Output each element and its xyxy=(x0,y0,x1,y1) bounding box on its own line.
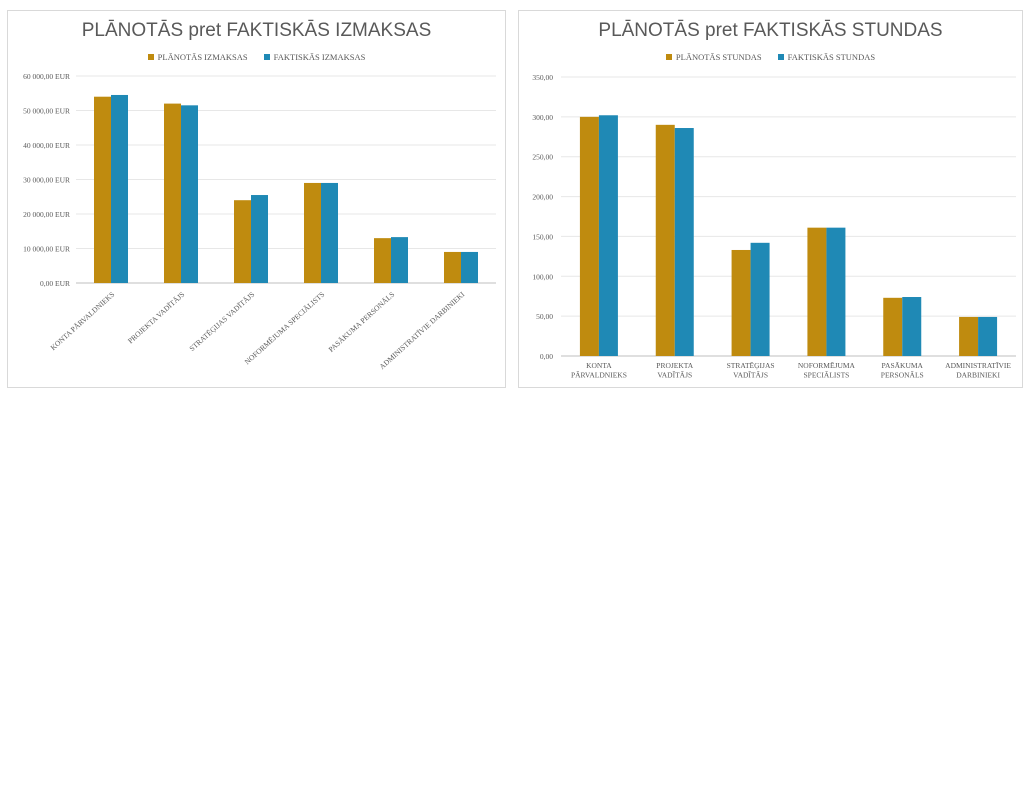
chart-panel-planned-vs-actual-hours: PLĀNOTĀS pret FAKTISKĀS STUNDAS PLĀNOTĀS… xyxy=(518,10,1023,388)
bar-planned xyxy=(807,227,827,356)
legend-item-planned: PLĀNOTĀS IZMAKSAS xyxy=(147,52,248,62)
x-category-label: STRATĒĢIJAS VADĪTĀJS xyxy=(727,361,775,380)
bar-planned xyxy=(374,238,391,283)
legend-label-planned: PLĀNOTĀS IZMAKSAS xyxy=(157,52,248,62)
bar-actual xyxy=(674,128,694,356)
x-category-label: PASĀKUMA PERSONĀLS xyxy=(327,290,397,354)
y-tick-label: 150,00 xyxy=(532,232,553,241)
legend-label-planned: PLĀNOTĀS STUNDAS xyxy=(675,52,762,62)
x-category-label: ADMINISTRATĪVIE DARBINIEKI xyxy=(945,361,1011,380)
y-tick-label: 200,00 xyxy=(532,193,553,202)
bar-planned xyxy=(579,116,599,356)
bar-planned xyxy=(731,249,751,356)
y-tick-label: 10 000,00 EUR xyxy=(23,245,70,254)
legend-swatch-planned xyxy=(665,54,672,60)
y-tick-label: 40 000,00 EUR xyxy=(23,141,70,150)
bar-planned xyxy=(304,182,321,283)
chart-legend: PLĀNOTĀS IZMAKSAS FAKTISKĀS IZMAKSAS xyxy=(8,52,505,62)
chart-title: PLĀNOTĀS pret FAKTISKĀS IZMAKSAS xyxy=(81,20,432,41)
y-tick-label: 100,00 xyxy=(532,272,553,281)
y-tick-label: 250,00 xyxy=(532,153,553,162)
bar-planned xyxy=(94,96,111,283)
legend-label-actual: FAKTISKĀS STUNDAS xyxy=(787,52,876,62)
y-tick-label: 350,00 xyxy=(532,73,553,82)
x-category-label: KONTA PĀRVALDNIEKS xyxy=(49,290,117,352)
bar-planned xyxy=(655,124,675,356)
bar-actual xyxy=(978,316,998,356)
y-tick-label: 50 000,00 EUR xyxy=(23,107,70,116)
y-tick-label: 30 000,00 EUR xyxy=(23,176,70,185)
legend-item-actual: FAKTISKĀS IZMAKSAS xyxy=(263,52,366,62)
legend-swatch-actual xyxy=(263,54,270,60)
legend-swatch-planned xyxy=(147,54,154,60)
chart-legend: PLĀNOTĀS STUNDAS FAKTISKĀS STUNDAS xyxy=(519,52,1022,62)
x-category-label: NOFORMĒJUMA SPECIĀLISTS xyxy=(798,361,856,380)
legend-swatch-actual xyxy=(777,54,784,60)
bar-actual xyxy=(321,182,338,283)
legend-label-actual: FAKTISKĀS IZMAKSAS xyxy=(273,52,366,62)
bar-actual xyxy=(826,227,846,356)
bar-actual xyxy=(251,195,268,283)
bar-actual xyxy=(391,237,408,283)
bar-planned xyxy=(883,297,903,356)
x-category-label: PROJEKTA VADĪTĀJS xyxy=(126,290,186,346)
bar-actual xyxy=(598,115,618,357)
y-tick-label: 50,00 xyxy=(536,312,553,321)
chart-title: PLĀNOTĀS pret FAKTISKĀS STUNDAS xyxy=(598,20,943,41)
bar-planned xyxy=(164,103,181,283)
x-category-label: NOFORMĒJUMA SPECIĀLISTS xyxy=(243,290,327,367)
x-category-label: KONTA PĀRVALDNIEKS xyxy=(571,361,627,380)
bar-actual xyxy=(750,242,770,356)
x-category-label: ADMINISTRATĪVIE DARBINIEKI xyxy=(377,289,466,371)
bar-actual xyxy=(111,94,128,283)
legend-item-actual: FAKTISKĀS STUNDAS xyxy=(777,52,876,62)
bar-planned xyxy=(444,251,461,283)
bar-planned xyxy=(959,316,979,356)
y-tick-label: 0,00 xyxy=(540,352,553,361)
x-category-label: STRATĒĢIJAS VADĪTĀJS xyxy=(187,290,256,353)
y-tick-label: 60 000,00 EUR xyxy=(23,72,70,81)
y-tick-label: 0,00 EUR xyxy=(40,279,70,288)
x-category-label: PROJEKTA VADĪTĀJS xyxy=(656,361,693,380)
x-category-label: PASĀKUMA PERSONĀLS xyxy=(881,361,924,380)
y-tick-label: 20 000,00 EUR xyxy=(23,210,70,219)
bar-planned xyxy=(234,200,251,283)
bar-actual xyxy=(461,251,478,283)
y-tick-label: 300,00 xyxy=(532,113,553,122)
bar-actual xyxy=(181,105,198,283)
bar-actual xyxy=(902,297,922,356)
bar-chart-hours: 0,00 50,00 100,00 150,00 200,00 250,00 300,00 3… xyxy=(532,73,1016,380)
chart-panel-planned-vs-actual-costs: PLĀNOTĀS pret FAKTISKĀS IZMAKSAS PLĀNOTĀ… xyxy=(7,10,506,388)
bar-chart-costs: 0,00 EUR 10 000,00 EUR 20 000,00 EUR 30 000… xyxy=(23,72,496,371)
legend-item-planned: PLĀNOTĀS STUNDAS xyxy=(665,52,762,62)
